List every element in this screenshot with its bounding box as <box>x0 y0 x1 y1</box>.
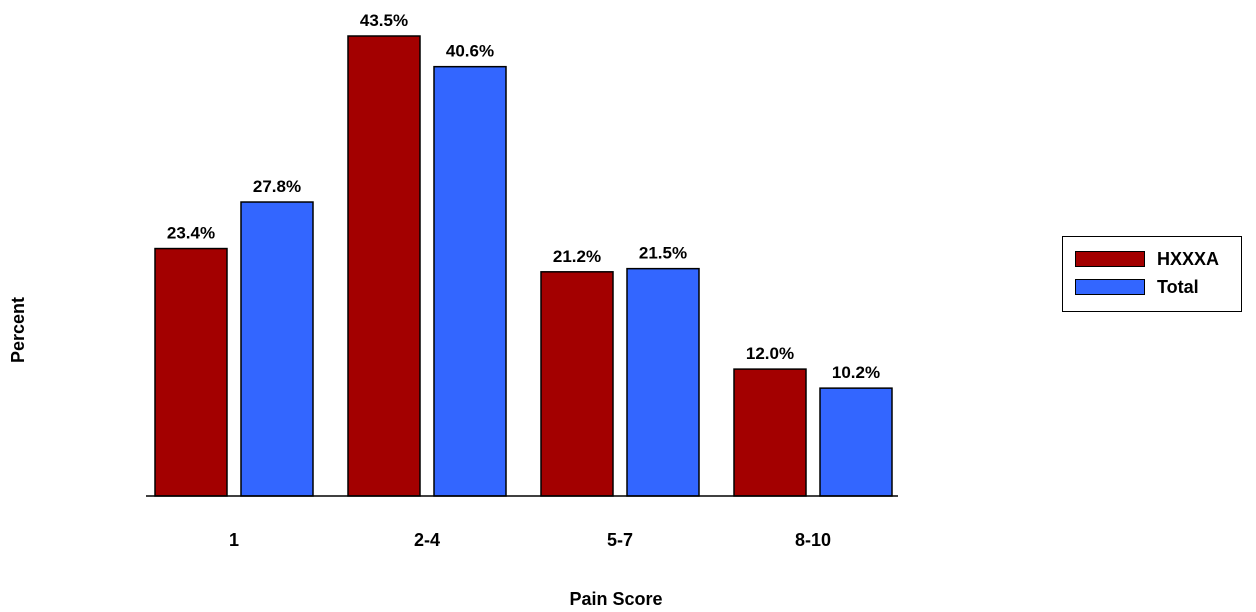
y-axis-label: Percent <box>8 297 28 363</box>
value-label-hxxxa-5-7: 21.2% <box>553 247 601 266</box>
bar-total-2-4 <box>433 65 507 497</box>
legend-item-hxxxa: HXXXA <box>1075 249 1219 269</box>
x-tick-labels-group: 1 2-4 5-7 8-10 <box>229 530 831 550</box>
x-tick-label-5-7: 5-7 <box>607 530 633 550</box>
value-label-total-8-10: 10.2% <box>832 363 880 382</box>
legend: HXXXA Total <box>1062 236 1242 312</box>
legend-swatch-total <box>1075 279 1145 295</box>
bar-hxxxa-2-4 <box>347 35 421 497</box>
value-label-total-5-7: 21.5% <box>639 244 687 263</box>
x-axis-label: Pain Score <box>569 589 662 609</box>
bars-group <box>154 35 893 497</box>
legend-swatch-hxxxa <box>1075 251 1145 267</box>
value-label-total-2-4: 40.6% <box>446 42 494 61</box>
value-label-hxxxa-8-10: 12.0% <box>746 344 794 363</box>
value-label-hxxxa-2-4: 43.5% <box>360 11 408 30</box>
bar-total-5-7 <box>626 267 700 497</box>
value-labels-group: 23.4% 27.8% 43.5% 40.6% 21.2% 21.5% 12.0% 10.2% <box>167 11 880 382</box>
bar-hxxxa-1 <box>154 247 228 497</box>
x-tick-label-2-4: 2-4 <box>414 530 440 550</box>
bar-total-1 <box>240 201 314 497</box>
legend-label-hxxxa: HXXXA <box>1157 248 1220 269</box>
value-label-hxxxa-1: 23.4% <box>167 224 215 243</box>
bar-hxxxa-8-10 <box>733 368 807 497</box>
bar-total-8-10 <box>819 387 893 497</box>
legend-label-total: Total <box>1157 276 1199 297</box>
x-tick-label-8-10: 8-10 <box>795 530 831 550</box>
value-label-total-1: 27.8% <box>253 177 301 196</box>
x-tick-label-1: 1 <box>229 530 239 550</box>
bar-hxxxa-5-7 <box>540 271 614 497</box>
legend-item-total: Total <box>1075 277 1199 297</box>
